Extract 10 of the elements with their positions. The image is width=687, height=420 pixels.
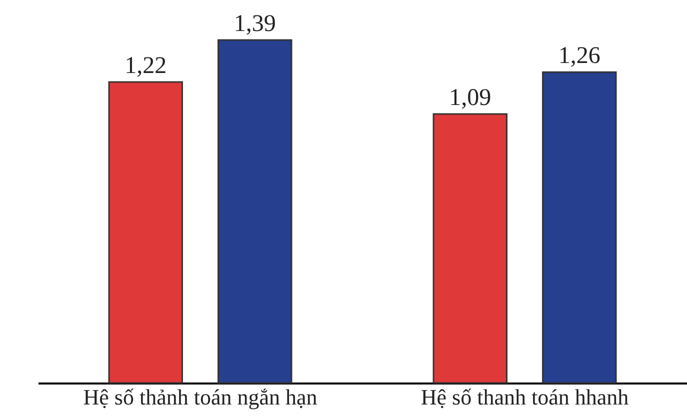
bar xyxy=(218,39,292,384)
bar xyxy=(432,113,508,384)
x-tick-label: Hệ số thanh toán hhanh xyxy=(420,384,629,410)
data-label: 1,22 xyxy=(124,52,167,79)
data-label: 1,39 xyxy=(234,11,276,37)
data-label: 1,09 xyxy=(449,85,492,112)
bar xyxy=(542,71,617,384)
x-tick-label: Hệ số thảnh toán ngắn hạn xyxy=(83,384,318,410)
bar xyxy=(108,81,183,384)
data-label: 1,26 xyxy=(558,43,600,70)
